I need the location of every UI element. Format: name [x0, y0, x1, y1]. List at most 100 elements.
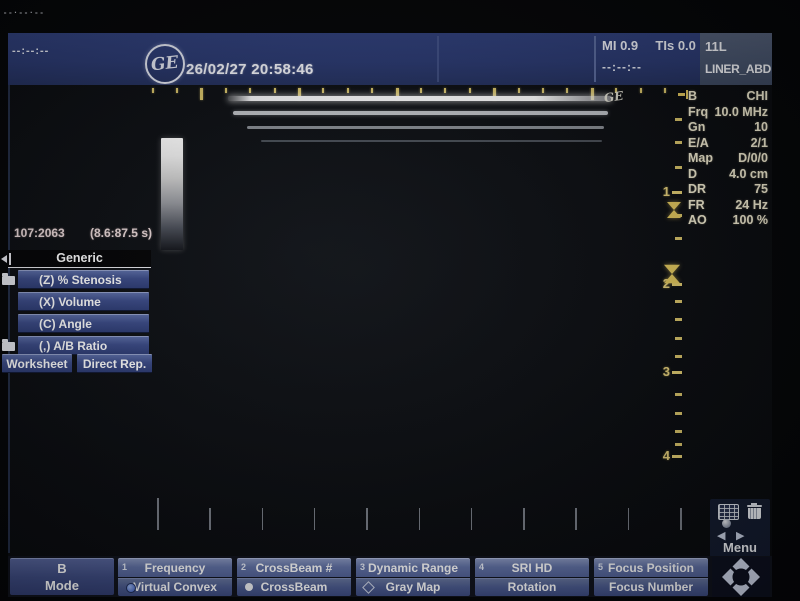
white-dot-icon: [245, 583, 253, 591]
depth-tick: [675, 166, 682, 169]
bezel-marks: --·--·--: [3, 9, 45, 17]
param-label: AO: [688, 213, 707, 227]
page-left-arrow[interactable]: ◀: [717, 529, 726, 542]
softkey-top-label: CrossBeam #: [255, 561, 333, 575]
ruler-tick: [663, 88, 666, 93]
probe-preset-block: 11L LINER_ABD: [700, 33, 772, 85]
softkey-bottom-label: Virtual Convex: [133, 580, 217, 594]
cine-frames: 107:2063: [14, 226, 65, 240]
depth-tick-major: [672, 283, 682, 286]
measure-item-x-volume[interactable]: (X) Volume: [18, 292, 149, 311]
measure-item-z-stenosis[interactable]: (Z) % Stenosis: [18, 270, 149, 289]
ruler-tick: [590, 88, 594, 100]
softkey-crossbeam[interactable]: 2 CrossBeam #: [237, 558, 351, 577]
ruler-tick: [615, 88, 618, 93]
ruler-tick: [468, 88, 471, 93]
ruler-tick: [371, 88, 374, 93]
cine-status: 107:2063 (8.6:87.5 s): [14, 226, 152, 240]
softkey-number: 2: [241, 562, 247, 572]
timer-placeholder: --:--:--: [602, 60, 642, 74]
depth-tick: [675, 393, 682, 396]
softkey-bottom-label: Rotation: [507, 580, 557, 594]
collapse-arrow-icon[interactable]: [1, 253, 13, 265]
ruler-tick: [517, 88, 520, 93]
reverberation-echo-2: [233, 111, 608, 115]
softkey-section-3: 3 Dynamic Range Gray Map: [356, 558, 470, 596]
softkey-frequency[interactable]: 1 Frequency: [118, 558, 232, 577]
softkey-rotation[interactable]: Rotation: [475, 578, 589, 596]
softkey-virtual-convex[interactable]: Virtual Convex: [118, 578, 232, 596]
param-row-frq: Frq 10.0 MHz: [688, 105, 768, 119]
topbar-divider: [437, 36, 439, 82]
ruler-tick: [346, 88, 349, 93]
softkey-number: 5: [598, 562, 604, 572]
softkey-top-label: Focus Position: [607, 561, 694, 575]
datetime-display: 26/02/27 20:58:46: [186, 61, 314, 78]
ruler-tick: [680, 508, 682, 530]
softkey-crossbeam[interactable]: CrossBeam: [237, 578, 351, 596]
param-value: D/0/0: [738, 151, 768, 165]
depth-tick: [675, 430, 682, 433]
depth-tick: [675, 118, 682, 121]
ruler-tick: [200, 88, 204, 100]
nav-diamond-icon: [722, 558, 760, 596]
param-label: FR: [688, 197, 705, 212]
ruler-tick: [444, 88, 447, 93]
trackball-hint-cluster: ◀ ▶ Menu: [710, 499, 770, 557]
ruler-tick: [209, 508, 211, 530]
direct-report-button[interactable]: Direct Rep.: [77, 354, 152, 373]
nav-diamond[interactable]: [712, 557, 770, 597]
param-label: Map: [688, 151, 713, 165]
menu-label[interactable]: Menu: [723, 540, 757, 555]
ruler-tick: [418, 508, 420, 530]
softkey-top-label: SRI HD: [511, 561, 553, 575]
softkey-top-label: Dynamic Range: [367, 561, 459, 575]
measure-item-a-b-ratio[interactable]: (,) A/B Ratio: [18, 336, 149, 355]
ruler-tick: [541, 88, 544, 93]
param-value: CHI: [746, 89, 768, 103]
softkey-section-2: 2 CrossBeam # CrossBeam: [237, 558, 351, 596]
ruler-tick: [419, 88, 422, 93]
param-label: DR: [688, 182, 707, 196]
ruler-tick: [151, 88, 154, 93]
ruler-tick: [249, 88, 252, 93]
ruler-tick: [322, 88, 325, 93]
param-value: 100 %: [732, 213, 768, 227]
depth-tick: [675, 443, 682, 446]
tis-value: 0.0: [677, 38, 696, 53]
ruler-tick: [175, 88, 178, 93]
ruler-tick: [313, 508, 316, 530]
depth-label-4: 4: [662, 448, 670, 463]
blue-dot-icon: [126, 583, 136, 593]
cine-duration: (8.6:87.5 s): [89, 226, 152, 240]
softkey-section-4: 4 SRI HD Rotation: [475, 558, 589, 596]
depth-tick: [675, 141, 682, 144]
worksheet-grid-icon: [718, 504, 739, 520]
topbar-divider: [594, 36, 596, 82]
softkey-gray-map[interactable]: Gray Map: [356, 578, 470, 596]
screen-edge-reflection: [8, 85, 10, 553]
softkey-dynamic-range[interactable]: 3 Dynamic Range: [356, 558, 470, 577]
softkey-top-label: Frequency: [144, 561, 206, 575]
ge-logo-icon: GE: [145, 44, 185, 84]
softkey-focus-position[interactable]: 5 Focus Position: [594, 558, 708, 577]
mode-indicator: B Mode: [10, 558, 114, 595]
param-value: 10.0 MHz: [714, 104, 769, 119]
acoustic-output-block: MI 0.9 TIs 0.0 --:--:--: [602, 38, 698, 74]
depth-label-3: 3: [662, 364, 670, 379]
worksheet-button[interactable]: Worksheet: [2, 354, 72, 373]
mi-label: MI: [602, 38, 617, 53]
mode-line-2: Mode: [45, 577, 79, 593]
ruler-tick: [157, 498, 159, 530]
measure-item-c-angle[interactable]: (C) Angle: [18, 314, 149, 333]
page-right-arrow[interactable]: ▶: [736, 529, 745, 542]
param-row-e-a: E/A 2/1: [688, 136, 768, 150]
param-row-map: Map D/0/0: [688, 151, 768, 165]
ruler-tick: [639, 88, 642, 93]
ruler-tick: [566, 88, 569, 93]
softkey-sri-hd[interactable]: 4 SRI HD: [475, 558, 589, 577]
softkey-focus-number[interactable]: Focus Number: [594, 578, 708, 596]
param-value: 75: [754, 182, 768, 196]
depth-tick-major: [672, 455, 682, 458]
